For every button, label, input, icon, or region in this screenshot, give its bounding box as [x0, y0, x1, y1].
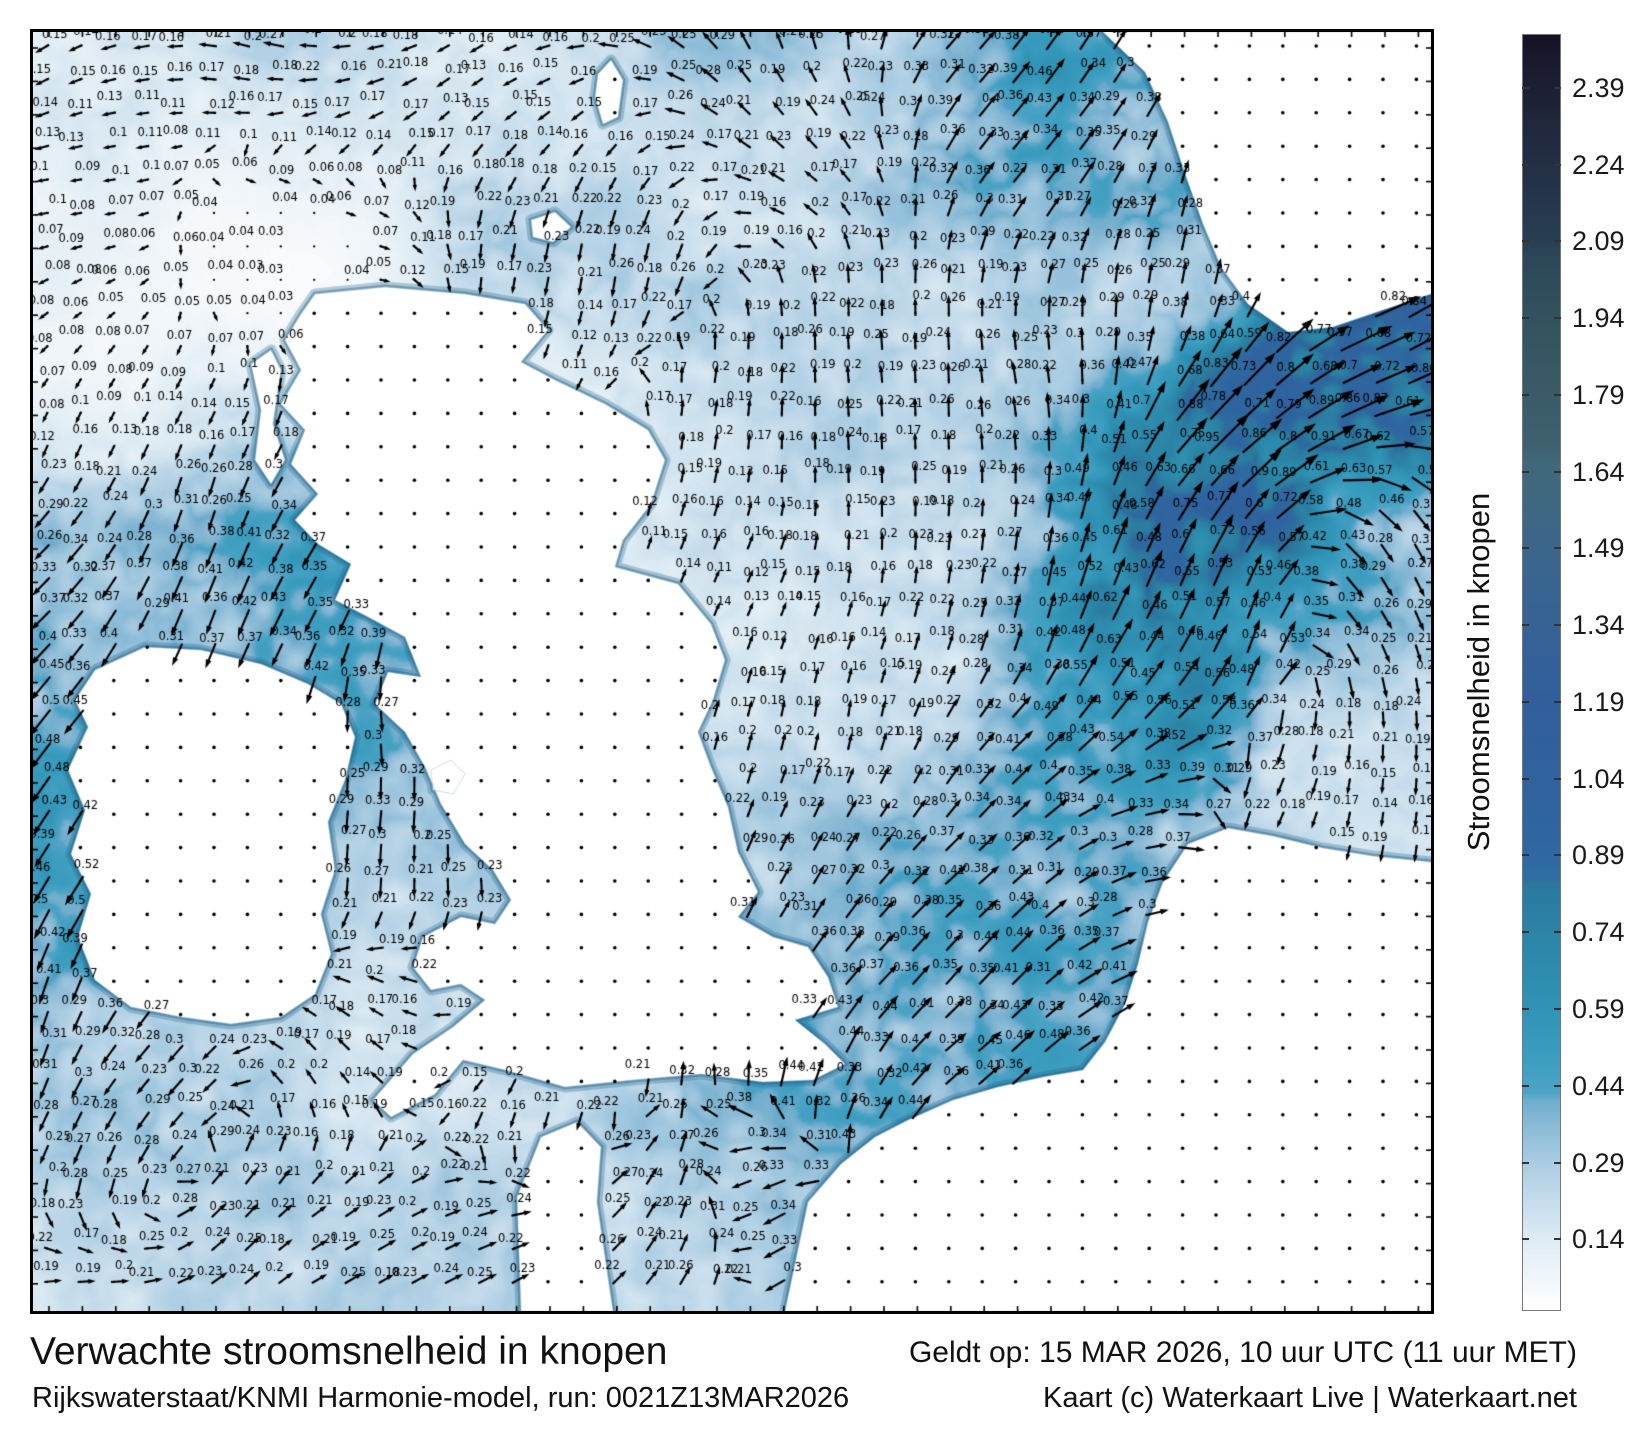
colorbar-gradient — [1522, 34, 1561, 1311]
colorbar-tick-mark — [1554, 1084, 1561, 1087]
map-frame — [30, 29, 1434, 1314]
colorbar-tick-mark — [1522, 1008, 1529, 1011]
colorbar-tick-mark — [1522, 240, 1529, 243]
colorbar-tick-mark — [1554, 470, 1561, 473]
colorbar-tick-mark — [1554, 317, 1561, 320]
colorbar-tick-label: 0.74 — [1572, 917, 1625, 948]
colorbar-tick-mark — [1554, 240, 1561, 243]
colorbar-tick-mark — [1522, 547, 1529, 550]
colorbar-tick-label: 0.14 — [1572, 1224, 1625, 1255]
colorbar-tick-mark — [1522, 470, 1529, 473]
colorbar-tick-mark — [1522, 777, 1529, 780]
colorbar-tick-label: 2.24 — [1572, 149, 1625, 180]
colorbar-tick-mark — [1522, 163, 1529, 166]
colorbar-tick-mark — [1522, 86, 1529, 89]
colorbar-tick-label: 1.49 — [1572, 533, 1625, 564]
colorbar-tick-mark — [1554, 1161, 1561, 1164]
valid-time-caption: Geldt op: 15 MAR 2026, 10 uur UTC (11 uu… — [908, 1336, 1577, 1369]
colorbar-tick-mark — [1554, 547, 1561, 550]
colorbar-tick-label: 1.64 — [1572, 456, 1625, 487]
colorbar-tick-mark — [1554, 163, 1561, 166]
colorbar-tick-label: 0.29 — [1572, 1147, 1625, 1178]
map-title: Verwachte stroomsnelheid in knopen — [30, 1330, 668, 1373]
colorbar-tick-label: 0.89 — [1572, 840, 1625, 871]
colorbar-tick-label: 1.19 — [1572, 686, 1625, 717]
attribution-caption: Kaart (c) Waterkaart Live | Waterkaart.n… — [1043, 1382, 1577, 1414]
current-speed-map-canvas — [33, 32, 1431, 1311]
colorbar-tick-mark — [1554, 1238, 1561, 1241]
colorbar-tick-mark — [1522, 700, 1529, 703]
colorbar-tick-mark — [1554, 700, 1561, 703]
colorbar-axis-label: Stroomsnelheid in knopen — [1461, 492, 1496, 852]
colorbar-tick-mark — [1522, 624, 1529, 627]
colorbar-tick-label: 1.04 — [1572, 763, 1625, 794]
colorbar-tick-label: 2.39 — [1572, 72, 1625, 103]
colorbar-tick-mark — [1554, 854, 1561, 857]
colorbar-tick-label: 1.34 — [1572, 610, 1625, 641]
colorbar-tick-label: 0.59 — [1572, 994, 1625, 1025]
colorbar-tick-mark — [1522, 931, 1529, 934]
colorbar-tick-mark — [1522, 1084, 1529, 1087]
colorbar-tick-mark — [1554, 393, 1561, 396]
colorbar-tick-mark — [1522, 317, 1529, 320]
colorbar-tick-label: 1.79 — [1572, 379, 1625, 410]
model-run-caption: Rijkswaterstaat/KNMI Harmonie-model, run… — [32, 1382, 850, 1414]
colorbar-tick-label: 1.94 — [1572, 303, 1625, 334]
colorbar-tick-mark — [1554, 624, 1561, 627]
colorbar-tick-label: 0.44 — [1572, 1070, 1625, 1101]
colorbar-tick-mark — [1554, 777, 1561, 780]
colorbar-tick-mark — [1554, 1008, 1561, 1011]
colorbar-tick-mark — [1522, 393, 1529, 396]
colorbar-tick-mark — [1522, 1161, 1529, 1164]
colorbar-tick-mark — [1554, 931, 1561, 934]
colorbar-tick-mark — [1554, 86, 1561, 89]
colorbar-tick-mark — [1522, 1238, 1529, 1241]
colorbar-tick-mark — [1522, 854, 1529, 857]
colorbar-tick-label: 2.09 — [1572, 226, 1625, 257]
